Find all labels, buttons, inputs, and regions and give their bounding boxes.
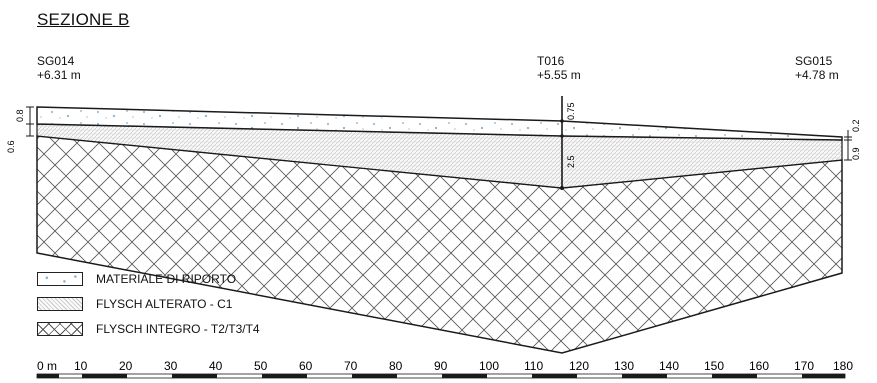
- scale-tick-label: 20: [119, 359, 133, 373]
- thickness-label: 0.8: [15, 109, 25, 122]
- borehole-t016-marker: [560, 119, 564, 123]
- scale-tick-label: 30: [164, 359, 178, 373]
- borehole-id: SG015: [795, 54, 833, 68]
- legend-item: MATERIALE DI RIPORTO: [37, 266, 260, 291]
- scale-tick-label: 110: [524, 359, 543, 373]
- scale-tick-label: 50: [254, 359, 268, 373]
- legend-swatch-alterato: [37, 296, 83, 311]
- thickness-label: 0.6: [6, 140, 16, 153]
- thickness-label: 0.2: [851, 119, 861, 132]
- thickness-label: 2.5: [566, 155, 576, 168]
- scale-tick-label: 90: [434, 359, 448, 373]
- scale-tick-label: 140: [659, 359, 679, 373]
- borehole-elevation: +5.55 m: [537, 68, 581, 82]
- scale-tick-label: 170: [794, 359, 814, 373]
- borehole-elevation: +4.78 m: [795, 68, 839, 82]
- legend-label: MATERIALE DI RIPORTO: [96, 271, 237, 286]
- borehole-t016-marker: [560, 134, 564, 138]
- scale-tick-label: 80: [389, 359, 403, 373]
- borehole-sg015: SG015 +4.78 m: [795, 54, 839, 82]
- borehole-t016-marker: [560, 186, 564, 190]
- scale-tick-label: 60: [299, 359, 313, 373]
- legend-label: FLYSCH ALTERATO - C1: [96, 296, 233, 311]
- scale-tick-label: 10: [74, 359, 88, 373]
- scale-tick-label: 0 m: [37, 359, 57, 373]
- borehole-sg014: SG014 +6.31 m: [37, 54, 81, 82]
- legend-label: FLYSCH INTEGRO - T2/T3/T4: [96, 321, 260, 336]
- legend-item: FLYSCH INTEGRO - T2/T3/T4: [37, 316, 260, 341]
- scale-bar: [36, 373, 846, 379]
- scale-tick-label: 100: [479, 359, 499, 373]
- scale-tick-label: 130: [614, 359, 634, 373]
- scale-tick-label: 40: [209, 359, 223, 373]
- thickness-label: 0.75: [566, 102, 576, 120]
- borehole-id: SG014: [37, 54, 75, 68]
- borehole-id: T016: [537, 54, 565, 68]
- borehole-elevation: +6.31 m: [37, 68, 81, 82]
- legend-swatch-riporto: [37, 271, 83, 286]
- section-title: SEZIONE B: [37, 10, 130, 29]
- legend-item: FLYSCH ALTERATO - C1: [37, 291, 260, 316]
- scale-tick-label: 120: [569, 359, 589, 373]
- scale-tick-labels: 0 m 10 20 30 40 50 60 70 80 90 100 110 120 130 140 150 1…: [37, 359, 853, 373]
- scale-tick-label: 70: [344, 359, 358, 373]
- borehole-t016: T016 +5.55 m: [537, 54, 581, 82]
- legend: MATERIALE DI RIPORTO FLYSCH ALTERATO - C…: [37, 266, 260, 341]
- scale-tick-label: 180: [833, 359, 853, 373]
- thickness-label: 0.9: [851, 147, 861, 160]
- scale-tick-label: 160: [749, 359, 769, 373]
- legend-swatch-integro: [37, 321, 83, 336]
- scale-tick-label: 150: [704, 359, 724, 373]
